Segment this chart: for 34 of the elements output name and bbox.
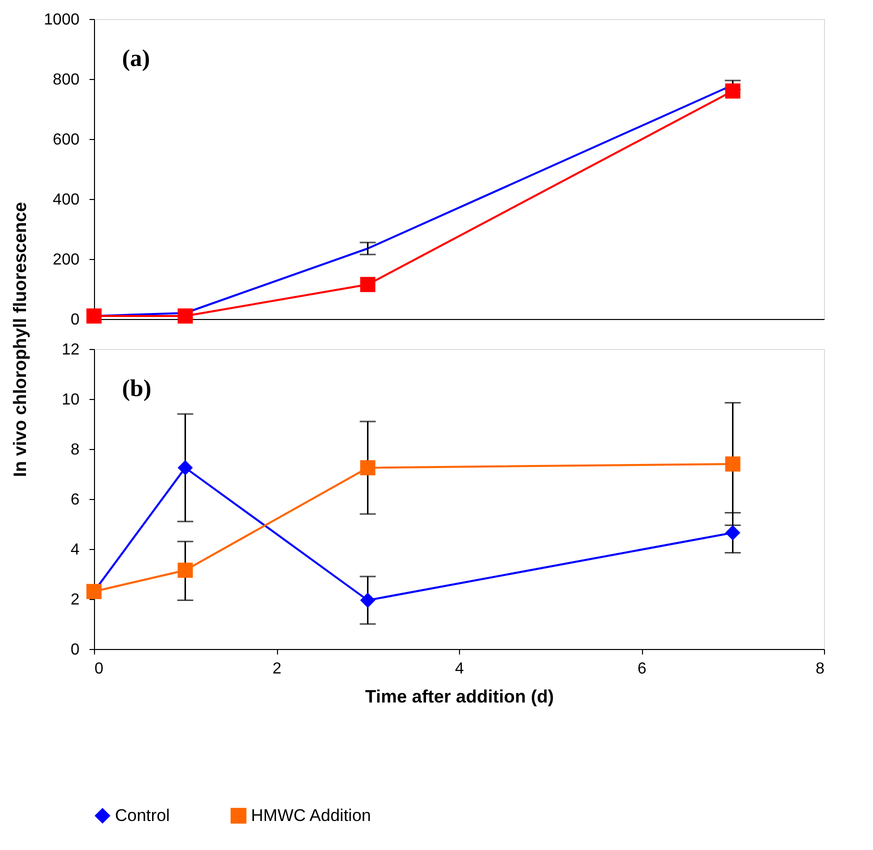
point (86, 308, 102, 324)
x-tick-label: 6 (638, 660, 647, 678)
y-tick-label: 0 (70, 642, 80, 658)
y-axis-title: In vivo chlorophyll fluorescence (10, 202, 30, 478)
y-tick-label: 6 (70, 492, 80, 508)
y-tick-label: 4 (70, 542, 80, 558)
y-tick-label: 600 (52, 132, 80, 148)
x-tick-label: 0 (94, 660, 104, 678)
y-tick-label: 200 (52, 252, 80, 268)
y-tick-label: 12 (62, 342, 80, 358)
point (178, 562, 193, 578)
y-tick-label: 0 (70, 312, 80, 328)
point (360, 592, 376, 608)
annotation: (a) (122, 46, 150, 72)
point (178, 308, 193, 324)
x-tick-label: 2 (272, 660, 282, 678)
y-tick-label: 10 (62, 392, 80, 408)
x-tick-label: 4 (455, 660, 464, 678)
x-tick-label: 8 (816, 660, 825, 678)
y-tick-label: 8 (70, 442, 80, 458)
annotation: (b) (122, 376, 152, 402)
point (360, 460, 376, 476)
point (725, 83, 740, 99)
legend-label: Control (115, 806, 170, 825)
legend-label: HMWC Addition (251, 806, 371, 825)
point (725, 456, 740, 472)
x-axis-title: Time after addition (d) (365, 686, 554, 706)
point (178, 460, 193, 476)
y-tick-label: 2 (70, 592, 80, 608)
point (360, 276, 376, 292)
y-tick-label: 1000 (44, 12, 80, 28)
y-tick-label: 800 (52, 72, 80, 88)
y-tick-label: 400 (52, 192, 80, 208)
point (725, 525, 740, 540)
